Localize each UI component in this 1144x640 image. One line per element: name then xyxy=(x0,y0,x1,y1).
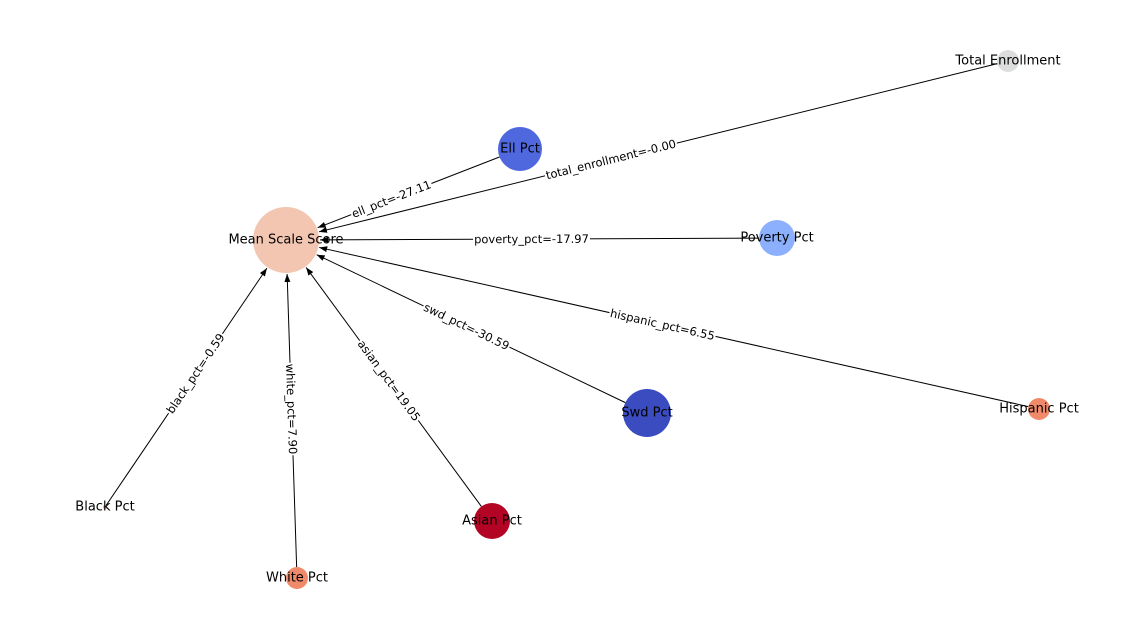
edge-label-text: total_enrollment=-0.00 xyxy=(544,137,677,183)
node-label-hispanic: Hispanic Pct xyxy=(999,402,1079,417)
edge-label-text: asian_pct=19.05 xyxy=(355,337,424,424)
node-white xyxy=(286,567,308,589)
node-label-asian: Asian Pct xyxy=(462,514,522,529)
edge-label-white: white_pct=7.90 xyxy=(282,362,301,456)
edge-label-background xyxy=(543,136,679,183)
edge-label-hispanic: hispanic_pct=6.55 xyxy=(607,305,718,344)
node-label-white: White Pct xyxy=(266,571,328,586)
edge-label-background xyxy=(473,231,590,247)
node-label-mean: Mean Scale Score xyxy=(228,233,343,248)
edge-label-asian: asian_pct=19.05 xyxy=(354,336,424,425)
node-label-black: Black Pct xyxy=(75,500,134,515)
edge-label-background xyxy=(282,362,301,456)
edge-label-ell: ell_pct=-27.11 xyxy=(348,176,434,222)
edge-label-black: black_pct=-0.59 xyxy=(162,329,229,418)
edge-label-poverty: poverty_pct=-17.97 xyxy=(473,231,590,247)
edge-label-text: poverty_pct=-17.97 xyxy=(474,232,589,246)
edge-label-background xyxy=(420,299,513,354)
node-label-ell: Ell Pct xyxy=(500,142,540,157)
node-mean xyxy=(253,207,319,273)
node-labels-layer: Mean Scale Score Total Enrollment Ell Pct P… xyxy=(75,54,1078,586)
node-hispanic xyxy=(1028,398,1050,420)
edge-label-text: black_pct=-0.59 xyxy=(163,331,227,416)
node-black xyxy=(103,505,107,509)
edge-label-text: swd_pct=-30.59 xyxy=(421,300,511,353)
node-poverty xyxy=(759,220,795,256)
node-label-poverty: Poverty Pct xyxy=(740,231,813,246)
node-ell xyxy=(498,127,542,171)
edge-label-text: hispanic_pct=6.55 xyxy=(609,306,716,343)
nodes-layer xyxy=(103,50,1050,589)
node-swd xyxy=(623,389,671,437)
node-label-swd: Swd Pct xyxy=(621,406,672,421)
edge-label-background xyxy=(348,176,434,222)
node-total xyxy=(997,50,1019,72)
edge-label-background xyxy=(162,329,229,418)
node-asian xyxy=(474,503,510,539)
edge-label-text: white_pct=7.90 xyxy=(283,363,300,454)
edge-label-total: total_enrollment=-0.00 xyxy=(543,136,679,183)
edge-label-swd: swd_pct=-30.59 xyxy=(420,299,513,354)
edges-layer xyxy=(105,63,1029,568)
edge-label-background xyxy=(354,336,424,425)
node-label-total: Total Enrollment xyxy=(954,54,1060,69)
edge-label-background xyxy=(607,305,718,344)
